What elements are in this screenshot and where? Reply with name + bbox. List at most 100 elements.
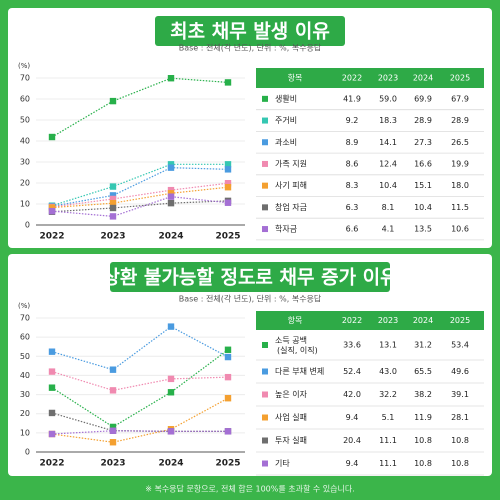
table-header: 2025 <box>450 316 470 325</box>
footnote: ※ 복수응답 문항으로, 전체 합은 100%를 초과할 수 있습니다. <box>145 484 355 494</box>
point <box>167 389 175 396</box>
legend-swatch <box>262 391 268 398</box>
legend-swatch <box>262 460 268 467</box>
point <box>109 192 117 199</box>
table-cell: 10.8 <box>451 436 469 445</box>
table-cell: 67.9 <box>451 94 469 103</box>
table-cell: 10.8 <box>414 436 432 445</box>
legend-label: 가족 지원 <box>275 159 307 168</box>
y-axis-label: (%) <box>18 302 30 310</box>
point <box>109 423 117 431</box>
table-cell: 4.1 <box>382 225 395 234</box>
table-header: 2023 <box>378 316 398 325</box>
x-tick-label: 2022 <box>39 232 64 242</box>
table-cell: 27.3 <box>414 138 432 147</box>
point <box>109 97 117 105</box>
series-line <box>51 349 229 428</box>
table-cell: 6.3 <box>346 203 359 212</box>
y-tick-label: 0 <box>25 448 30 457</box>
subtitle: Base : 전체(각 년도), 단위 : %, 복수응답 <box>179 43 322 53</box>
table-cell: 8.3 <box>346 181 359 190</box>
table-cell: 18.3 <box>379 116 397 125</box>
legend-label: 높은 이자 <box>275 389 308 399</box>
point <box>109 439 117 446</box>
legend-label-line: 소득 공백 <box>275 335 307 345</box>
y-tick-label: 70 <box>20 74 30 83</box>
table-cell: 52.4 <box>343 367 361 376</box>
legend-swatch <box>262 204 268 211</box>
point <box>109 199 117 207</box>
table-cell: 10.4 <box>379 181 397 190</box>
table-cell: 9.4 <box>346 459 359 468</box>
y-tick-label: 40 <box>20 137 30 146</box>
point <box>48 207 56 215</box>
table-cell: 11.1 <box>379 436 397 445</box>
table-header: 2024 <box>413 74 433 83</box>
y-axis-label: (%) <box>18 62 30 70</box>
legend-label: 과소비 <box>275 138 297 147</box>
table-cell: 28.1 <box>451 413 469 422</box>
table-header: 항목 <box>288 74 303 83</box>
table-cell: 53.4 <box>451 341 469 350</box>
point <box>167 75 175 82</box>
point <box>167 164 175 171</box>
chart-title: 최초 채무 발생 이유 <box>170 21 330 43</box>
point <box>48 384 56 391</box>
table-cell: 33.6 <box>343 341 361 350</box>
table-cell: 42.0 <box>343 390 361 399</box>
legend-label: 창업 자금 <box>275 203 307 212</box>
table-header: 2025 <box>450 74 470 83</box>
y-tick-label: 10 <box>20 428 30 437</box>
point <box>48 204 56 211</box>
series-line <box>51 430 228 435</box>
table-cell: 41.9 <box>343 94 361 103</box>
y-tick-label: 50 <box>20 116 30 125</box>
point <box>109 213 117 220</box>
point <box>167 375 175 383</box>
chart-title: 상환 불가능할 정도로 채무 증가 이유 <box>102 266 397 289</box>
table-header: 항목 <box>288 316 303 325</box>
legend-swatch <box>262 342 268 348</box>
table-cell: 10.6 <box>451 225 469 234</box>
point <box>224 395 232 402</box>
table-cell: 11.5 <box>451 203 469 212</box>
point <box>109 204 117 212</box>
x-tick-label: 2024 <box>158 459 183 469</box>
table-cell: 43.0 <box>379 367 397 376</box>
series-line <box>51 167 229 207</box>
point <box>224 184 232 191</box>
y-tick-label: 60 <box>20 333 30 342</box>
table-cell: 6.6 <box>346 225 359 234</box>
table-cell: 11.1 <box>379 459 397 468</box>
y-tick-label: 20 <box>20 409 30 418</box>
subtitle: Base : 전체(각 년도), 단위 : %, 복수응답 <box>179 294 322 304</box>
point <box>48 368 56 375</box>
legend-label-line: (실직, 이직) <box>277 345 318 355</box>
table-header-bg <box>256 311 484 330</box>
point <box>167 190 175 197</box>
point <box>224 353 232 361</box>
table-cell: 10.4 <box>414 203 432 212</box>
table-cell: 14.1 <box>379 138 397 147</box>
point <box>224 161 232 168</box>
series-line <box>51 325 229 371</box>
point <box>48 409 56 417</box>
title-pill <box>110 262 390 292</box>
table-cell: 49.6 <box>451 367 469 376</box>
table-header: 2023 <box>378 74 398 83</box>
y-tick-label: 50 <box>20 352 30 361</box>
point <box>224 79 232 86</box>
table-header-bg <box>256 68 484 88</box>
y-tick-label: 30 <box>20 390 30 399</box>
point <box>109 195 117 203</box>
table-cell: 11.9 <box>414 413 432 422</box>
y-tick-label: 10 <box>20 200 30 209</box>
table-cell: 59.0 <box>379 94 397 103</box>
x-tick-label: 2024 <box>158 232 183 242</box>
point <box>167 193 175 200</box>
point <box>224 346 232 353</box>
point <box>224 180 232 187</box>
y-tick-label: 40 <box>20 371 30 380</box>
point <box>167 161 175 168</box>
